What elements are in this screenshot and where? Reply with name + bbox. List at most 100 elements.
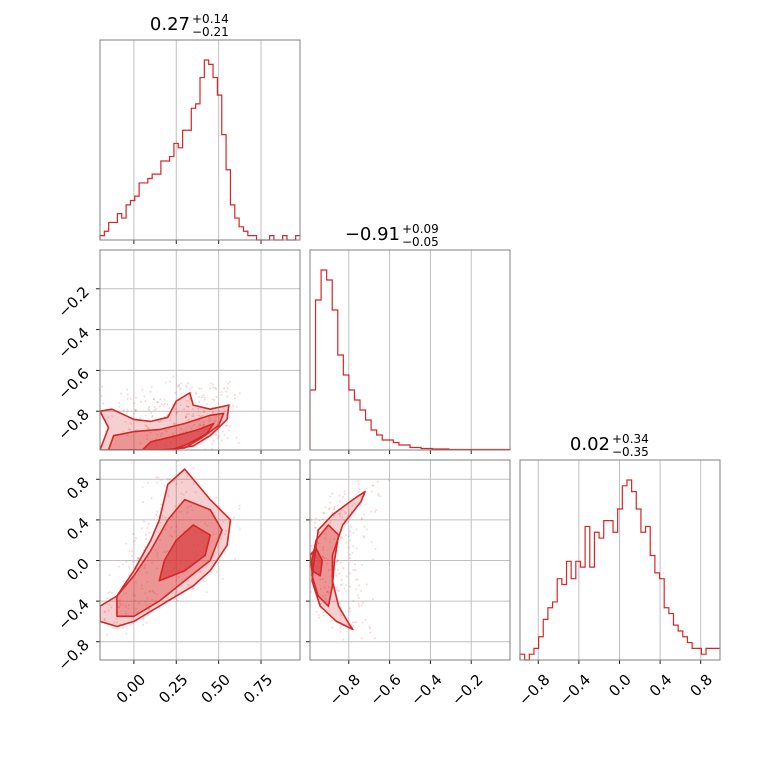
scatter-point <box>374 637 377 640</box>
scatter-point <box>338 626 341 629</box>
panel-frame <box>99 249 301 451</box>
scatter-point <box>335 586 338 589</box>
scatter-point <box>318 519 321 522</box>
scatter-point <box>187 413 190 416</box>
x-tick-label: 0.00 <box>113 671 149 707</box>
scatter-point <box>177 575 180 578</box>
scatter-point <box>157 515 160 518</box>
panel-title-value: 0.02 <box>570 434 610 455</box>
scatter-point <box>345 541 348 544</box>
scatter-point <box>180 381 183 384</box>
scatter-point <box>213 420 216 423</box>
scatter-point <box>180 393 183 396</box>
scatter-point <box>333 508 336 511</box>
scatter-point <box>118 606 121 609</box>
scatter-point <box>185 490 188 493</box>
scatter-point <box>175 413 178 416</box>
scatter-point <box>132 533 135 536</box>
scatter-point <box>331 492 334 495</box>
scatter-point <box>137 602 140 605</box>
scatter-point <box>194 491 197 494</box>
scatter-point <box>338 514 341 517</box>
scatter-point <box>174 505 177 508</box>
scatter-point <box>191 407 194 410</box>
scatter-point <box>302 527 304 529</box>
scatter-point <box>223 533 226 536</box>
scatter-point <box>175 579 178 582</box>
x-tick-label: −0.6 <box>366 671 404 709</box>
scatter-point <box>238 528 241 531</box>
scatter-point <box>108 603 111 606</box>
scatter-point <box>204 522 207 525</box>
scatter-point <box>192 467 195 470</box>
scatter-point <box>336 558 339 561</box>
histogram-series-0 <box>99 59 300 241</box>
scatter-point <box>169 419 172 422</box>
scatter-point <box>140 584 143 587</box>
panel-title-minus: −0.21 <box>192 25 229 39</box>
scatter-point <box>218 409 221 412</box>
scatter-point <box>156 510 159 513</box>
scatter-point <box>176 385 179 388</box>
scatter-point <box>126 408 129 411</box>
scatter-point <box>342 567 345 570</box>
scatter-point <box>212 383 215 386</box>
scatter-point <box>343 510 346 513</box>
scatter-point <box>372 558 375 561</box>
scatter-point <box>146 437 149 440</box>
scatter-point <box>219 537 222 540</box>
scatter-point <box>206 524 209 527</box>
scatter-point <box>192 413 195 416</box>
scatter-point <box>191 414 194 417</box>
scatter-point <box>345 589 348 592</box>
scatter-point <box>148 590 151 593</box>
panel-title-value: −0.91 <box>345 224 400 245</box>
x-tick-label: 0.4 <box>646 671 676 701</box>
scatter-point <box>338 512 341 515</box>
scatter-point <box>163 398 166 401</box>
scatter-point <box>226 395 229 398</box>
scatter-point <box>154 548 157 551</box>
scatter-point <box>185 416 188 419</box>
scatter-point <box>305 572 307 574</box>
scatter-point <box>348 607 351 610</box>
scatter-point <box>92 605 94 607</box>
scatter-point <box>97 618 99 620</box>
scatter-point <box>142 501 145 504</box>
scatter-point <box>326 591 329 594</box>
scatter-point <box>124 421 127 424</box>
scatter-point <box>155 438 158 441</box>
scatter-point <box>338 601 341 604</box>
scatter-point <box>126 397 129 400</box>
scatter-point <box>237 441 240 444</box>
scatter-point <box>355 578 358 581</box>
scatter-point <box>333 506 336 509</box>
scatter-point <box>168 478 171 481</box>
scatter-point <box>354 568 357 571</box>
scatter-point <box>103 617 106 620</box>
scatter-point <box>365 583 368 586</box>
scatter-point <box>307 575 309 577</box>
scatter-point <box>159 521 162 524</box>
scatter-point <box>199 458 201 460</box>
scatter-point <box>355 621 358 624</box>
scatter-point <box>227 382 230 385</box>
scatter-point <box>238 507 241 510</box>
scatter-point <box>87 620 89 622</box>
scatter-point <box>341 537 344 540</box>
scatter-point <box>336 589 339 592</box>
scatter-point <box>217 402 220 405</box>
scatter-point <box>225 529 228 532</box>
scatter-point <box>336 560 339 563</box>
scatter-point <box>339 536 342 539</box>
scatter-point <box>305 597 307 599</box>
scatter-point <box>133 402 136 405</box>
scatter-point <box>341 496 344 499</box>
scatter-point <box>167 427 170 430</box>
scatter-point <box>120 392 123 395</box>
scatter-point <box>94 593 96 595</box>
scatter-point <box>175 402 178 405</box>
scatter-point <box>143 545 146 548</box>
scatter-point <box>148 405 151 408</box>
scatter-point <box>349 530 352 533</box>
